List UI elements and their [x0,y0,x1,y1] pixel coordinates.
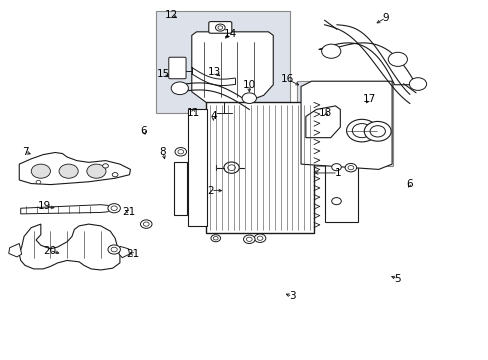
Circle shape [111,206,117,211]
Text: 18: 18 [318,108,331,118]
Text: 15: 15 [156,69,169,79]
FancyBboxPatch shape [187,109,207,226]
Polygon shape [305,106,340,138]
Text: 14: 14 [223,28,236,39]
Text: 8: 8 [160,147,166,157]
Circle shape [108,204,120,213]
Polygon shape [318,43,415,85]
Circle shape [111,247,117,252]
Text: 3: 3 [288,292,295,301]
Text: 11: 11 [186,108,200,118]
Circle shape [140,220,152,228]
Circle shape [227,165,235,171]
Polygon shape [19,224,120,270]
Text: 4: 4 [210,112,216,121]
Circle shape [331,198,341,204]
Text: 20: 20 [43,246,56,256]
Circle shape [218,26,222,30]
Circle shape [215,24,224,31]
Circle shape [345,163,356,172]
Text: 7: 7 [21,147,28,157]
Text: 1: 1 [334,168,341,178]
Text: 16: 16 [281,75,294,85]
Text: 6: 6 [140,126,147,136]
Text: 2: 2 [207,186,214,195]
Text: 6: 6 [406,179,412,189]
Circle shape [254,234,265,242]
Ellipse shape [31,164,50,178]
Circle shape [178,150,183,154]
FancyBboxPatch shape [156,11,289,113]
Text: 12: 12 [164,10,178,20]
Polygon shape [119,246,129,258]
Text: 13: 13 [207,67,221,77]
Polygon shape [191,32,273,102]
Text: 19: 19 [38,202,51,211]
Circle shape [364,121,390,141]
Circle shape [224,162,239,173]
FancyBboxPatch shape [168,57,185,79]
Text: 17: 17 [362,94,375,104]
Circle shape [246,237,252,242]
Circle shape [102,164,108,168]
FancyBboxPatch shape [208,22,231,33]
Circle shape [351,123,371,138]
FancyBboxPatch shape [324,138,357,222]
Ellipse shape [87,164,106,178]
Circle shape [36,180,41,184]
Polygon shape [301,81,391,170]
Circle shape [257,236,263,240]
Circle shape [242,93,256,103]
Polygon shape [9,243,21,257]
Circle shape [243,235,255,243]
Text: 5: 5 [394,274,400,284]
Text: 21: 21 [126,249,140,259]
Circle shape [213,237,218,240]
Circle shape [321,44,340,58]
FancyBboxPatch shape [297,81,392,166]
Text: 9: 9 [382,13,388,23]
Circle shape [331,164,341,171]
Circle shape [369,126,385,137]
Circle shape [210,235,220,242]
Circle shape [112,172,118,177]
Circle shape [143,222,149,226]
Text: 21: 21 [122,207,135,217]
Circle shape [408,78,426,90]
Circle shape [387,52,407,66]
FancyBboxPatch shape [173,162,186,215]
Circle shape [175,148,186,156]
Text: 10: 10 [242,80,255,90]
Polygon shape [19,153,130,185]
Polygon shape [20,205,110,214]
Circle shape [346,119,376,142]
Circle shape [347,166,353,170]
Circle shape [108,245,120,254]
FancyBboxPatch shape [206,102,313,233]
Circle shape [171,82,188,95]
Ellipse shape [59,164,78,178]
